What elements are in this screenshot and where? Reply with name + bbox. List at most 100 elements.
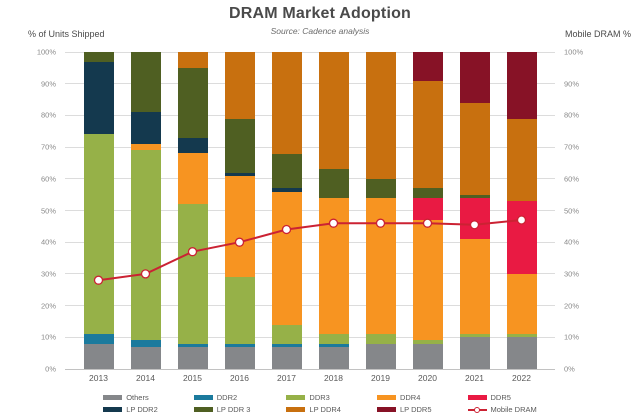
gridline-20% [65,305,555,307]
bar-segment-lp-ddr2-2016 [224,172,255,176]
x-tick-2021: 2021 [465,373,484,383]
right-ytick-90%: 90% [564,79,580,89]
bar-segment-others-2020 [412,343,443,369]
legend-label: DDR3 [309,393,330,402]
legend-label: DDR5 [490,393,511,402]
line-marker-2014 [140,269,151,279]
mobile-dram-line-overlay [93,215,527,285]
chart-title: DRAM Market Adoption [228,5,412,22]
bar-2017 [271,52,302,369]
legend-item-others: Others [103,392,158,403]
legend-item-ddr3: DDR3 [286,392,341,403]
bar-segment-ddr2-2017 [271,343,302,347]
bar-segment-lp-ddr2-2015 [177,137,208,154]
right-ytick-0%: 0% [564,364,575,374]
legend-item-mobile-dram: Mobile DRAM [467,404,537,415]
line-marker-2018 [328,218,339,228]
bar-segment-lp-ddr4-2016 [224,52,255,119]
bar-segment-lp-ddr-3-2020 [412,188,443,198]
legend-swatch-icon [286,395,306,400]
bar-segment-ddr4-2021 [459,239,490,335]
gridline-70% [65,146,555,148]
bar-segment-ddr2-2018 [318,343,349,347]
left-axis-label: % of Units Shipped [28,29,105,39]
x-tick-2020: 2020 [418,373,437,383]
bar-segment-ddr4-2015 [177,153,208,205]
bar-segment-lp-ddr4-2015 [177,52,208,68]
legend-item-ddr4: DDR4 [376,392,432,403]
right-ytick-50%: 50% [564,206,580,215]
bar-segment-ddr5-2021 [459,197,490,240]
bar-segment-lp-ddr-3-2013 [83,52,114,62]
x-tick-2015: 2015 [183,373,202,383]
line-marker-2015 [187,247,198,257]
gridline-90% [65,83,555,85]
bar-segment-ddr4-2014 [130,143,161,151]
x-tick-2019: 2019 [371,373,390,383]
right-ytick-40%: 40% [564,237,580,247]
chart-legend: Others LP DDR2 DDR2 LP DDR 3 DDR3 LP DDR4 DDR4… [0,392,640,415]
bar-segment-ddr4-2016 [224,175,255,278]
line-marker-2013 [93,275,104,285]
legend-item-lp-ddr-3: LP DDR 3 [193,404,250,415]
legend-label: LP DDR4 [309,405,341,414]
bar-2015 [177,52,208,369]
left-ytick-60%: 60% [40,174,56,184]
bar-segment-ddr3-2013 [83,134,114,335]
bar-segment-ddr2-2013 [83,334,114,344]
bar-segment-lp-ddr-3-2021 [459,194,490,198]
legend-marker-dot-icon [473,406,480,413]
gridline-100% [65,51,555,53]
bar-segment-ddr3-2021 [459,334,490,338]
gridline-0% [65,369,555,370]
legend-item-ddr2: DDR2 [193,392,251,403]
bar-segment-lp-ddr-3-2015 [177,67,208,138]
legend-label: Others [126,393,149,402]
bar-2013 [83,52,114,369]
right-ytick-80%: 80% [564,110,580,120]
bar-segment-ddr2-2014 [130,340,161,347]
bar-segment-ddr3-2019 [365,334,396,344]
bar-segment-lp-ddr4-2021 [459,102,490,195]
bar-segment-lp-ddr4-2019 [365,52,396,179]
bar-segment-ddr4-2017 [271,191,302,325]
gridline-50% [65,210,555,211]
bar-segment-lp-ddr5-2021 [459,52,490,103]
legend-label: Mobile DRAM [490,405,537,414]
legend-label: LP DDR2 [126,405,158,414]
right-ytick-10%: 10% [564,332,580,342]
bar-segment-others-2015 [177,346,208,369]
x-tick-2017: 2017 [277,373,296,383]
bar-2016 [224,52,255,369]
bar-2019 [365,52,396,369]
bar-segment-others-2014 [130,346,161,369]
legend-swatch-icon [376,395,396,400]
bar-segment-others-2021 [459,337,490,369]
bar-segment-lp-ddr2-2013 [83,61,114,135]
bar-segment-ddr5-2022 [506,201,537,274]
bar-segment-lp-ddr5-2020 [412,52,443,81]
left-ytick-80%: 80% [40,110,56,120]
bar-segment-ddr3-2015 [177,204,208,344]
legend-swatch-icon [103,395,123,400]
bar-segment-ddr3-2020 [412,340,443,344]
bar-segment-ddr5-2020 [412,197,443,221]
left-ytick-30%: 30% [40,269,56,279]
bar-segment-ddr2-2016 [224,343,255,347]
bar-segment-ddr3-2014 [130,150,161,341]
bar-segment-ddr3-2016 [224,277,255,344]
line-marker-2021 [469,220,480,230]
bar-segment-others-2022 [506,337,537,369]
line-marker-2020 [422,218,433,228]
bar-segment-lp-ddr-3-2019 [365,178,396,198]
legend-swatch-icon [467,395,487,400]
legend-item-lp-ddr4: LP DDR4 [286,404,341,415]
legend-line-marker-icon [467,406,487,413]
bar-2020 [412,52,443,369]
left-ytick-100%: 100% [36,47,56,57]
bar-segment-others-2016 [224,346,255,369]
legend-item-ddr5: DDR5 [467,392,537,403]
bar-2018 [318,52,349,369]
right-ytick-100%: 100% [564,47,584,57]
